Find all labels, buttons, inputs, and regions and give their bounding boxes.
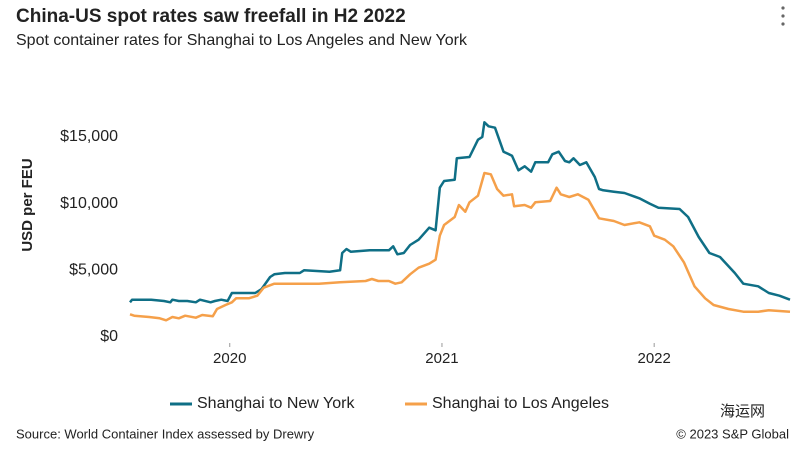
x-tick-label: 2021 xyxy=(425,350,458,367)
menu-dot xyxy=(781,6,785,10)
chart-subtitle: Spot container rates for Shanghai to Los… xyxy=(16,32,468,49)
legend-label: Shanghai to Los Angeles xyxy=(432,395,609,412)
y-tick-label: $0 xyxy=(100,328,118,345)
menu-dot xyxy=(781,22,785,26)
line-series xyxy=(129,121,791,304)
y-axis-label: USD per FEU xyxy=(19,158,36,251)
x-tick-label: 2020 xyxy=(213,350,246,367)
legend-label: Shanghai to New York xyxy=(197,395,355,412)
line-series xyxy=(129,171,791,322)
menu-icon[interactable] xyxy=(781,6,785,26)
watermark: 海运网 xyxy=(720,403,765,420)
copyright: © 2023 S&P Global xyxy=(676,426,789,441)
y-tick-label: $15,000 xyxy=(60,128,118,145)
menu-dot xyxy=(781,14,785,18)
y-tick-label: $5,000 xyxy=(69,262,118,279)
chart-title: China-US spot rates saw freefall in H2 2… xyxy=(16,6,406,27)
source: Source: World Container Index assessed b… xyxy=(16,426,315,441)
y-tick-label: $10,000 xyxy=(60,195,118,212)
x-tick-label: 2022 xyxy=(637,350,670,367)
